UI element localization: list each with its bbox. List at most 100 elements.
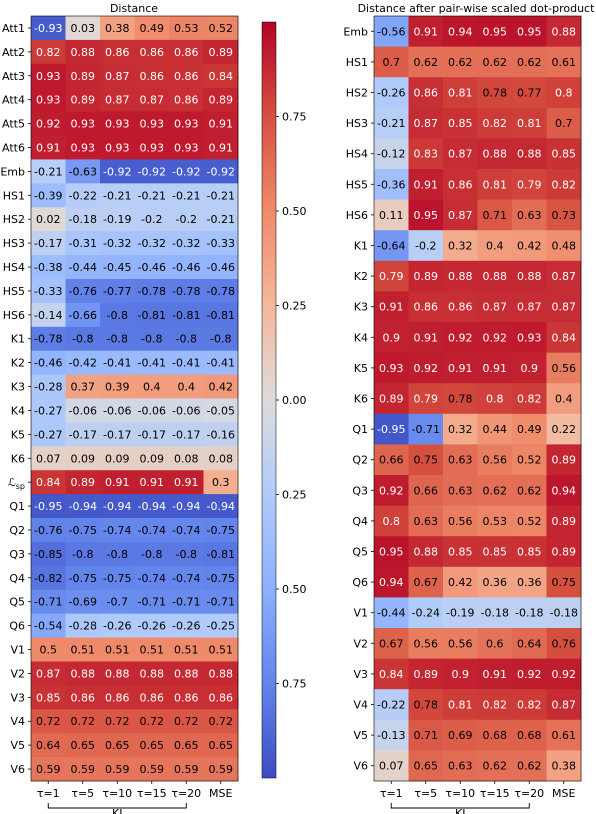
cell-label: 0.59: [209, 763, 234, 776]
heatmap-cell: [100, 302, 135, 328]
cell-label: -0.81: [172, 309, 200, 322]
cell-label: -0.21: [138, 189, 166, 202]
cell-label: 0.92: [379, 484, 404, 497]
cell-label: -0.14: [34, 309, 62, 322]
cell-label: 0.88: [71, 46, 96, 59]
heatmap-cell: [203, 278, 239, 304]
cell-label: 0.87: [448, 148, 473, 161]
cell-label: 0.53: [174, 22, 199, 35]
heatmap-cell: [100, 278, 135, 304]
cell-label: -0.2: [415, 240, 436, 253]
cell-label: 0.51: [71, 644, 96, 657]
heatmap-cell: [134, 111, 170, 136]
row-label: HS6: [3, 309, 25, 322]
heatmap-cell: [408, 46, 444, 78]
colorbar-frame: [261, 21, 277, 779]
cell-label: 0.8: [486, 393, 504, 406]
heatmap-cell: [408, 536, 444, 568]
row-label: Q4: [9, 572, 25, 585]
cell-label: -0.36: [377, 178, 405, 191]
heatmap-cell: [408, 352, 444, 384]
heatmap-cell: [408, 750, 444, 782]
heatmap-cell: [546, 230, 582, 262]
heatmap-cell: [65, 87, 101, 113]
cell-label: -0.42: [69, 357, 97, 370]
row-label: HS2: [346, 87, 368, 100]
cell-label: -0.75: [207, 524, 235, 537]
cell-label: 0.08: [174, 452, 199, 465]
row-label: HS4: [346, 148, 368, 161]
cell-label: 0.56: [483, 454, 508, 467]
cell-label: 0.91: [379, 301, 404, 314]
cell-label: 0.81: [448, 699, 473, 712]
cell-label: 0.89: [71, 476, 96, 489]
heatmap-cell: [65, 709, 101, 734]
row-label: V3: [10, 691, 25, 704]
cell-label: -0.26: [103, 620, 131, 633]
heatmap-cell: [443, 505, 478, 537]
heatmap-cell: [100, 709, 135, 734]
heatmap-cell: [512, 750, 547, 782]
chart-title: Distance: [110, 2, 158, 15]
cell-label: 0.93: [105, 141, 130, 154]
cell-label: 0.82: [517, 393, 542, 406]
heatmap-cell: [374, 169, 409, 200]
cell-label: -0.66: [69, 309, 97, 322]
ki-bracket: [47, 803, 187, 809]
heatmap-cell: [169, 16, 204, 41]
heatmap-cell: [134, 637, 170, 662]
heatmap-cell: [374, 46, 409, 78]
cell-label: 0.79: [517, 178, 542, 191]
cell-label: -0.94: [207, 500, 235, 513]
cell-label: 0.3: [212, 476, 230, 489]
cell-label: 0.87: [105, 70, 130, 83]
heatmap-cell: [169, 757, 204, 782]
heatmap-cell: [100, 470, 135, 495]
heatmap-cell: [443, 199, 478, 231]
heatmap-cell: [100, 63, 135, 89]
heatmap-cell: [31, 637, 66, 662]
cell-label: 0.92: [483, 331, 508, 344]
heatmap-cell: [408, 383, 444, 415]
heatmap-cell: [374, 199, 409, 231]
cell-label: 0.93: [36, 94, 61, 107]
cell-label: 0.88: [448, 270, 473, 283]
heatmap-cell: [65, 111, 101, 136]
heatmap-cell: [65, 685, 101, 710]
cell-label: 0.89: [552, 515, 577, 528]
cell-label: -0.26: [138, 620, 166, 633]
cell-label: 0.93: [174, 118, 199, 131]
heatmap-cell: [203, 565, 239, 591]
cell-label: -0.46: [172, 261, 200, 274]
heatmap-cell: [546, 750, 582, 782]
row-label: Att1: [2, 22, 25, 35]
cell-label: -0.17: [103, 428, 131, 441]
cell-label: -0.44: [69, 261, 97, 274]
heatmap-cell: [169, 494, 204, 519]
column-label: τ=1: [37, 787, 60, 800]
cell-label: 0.84: [379, 668, 404, 681]
heatmap-cell: [477, 352, 513, 384]
heatmap-cell: [31, 757, 66, 782]
cell-label: 0.52: [209, 22, 234, 35]
heatmap-cell: [512, 566, 547, 598]
heatmap-cell: [134, 446, 170, 471]
heatmap-cell: [512, 444, 547, 476]
cell-label: 0.59: [105, 763, 130, 776]
cell-label: -0.38: [34, 261, 62, 274]
heatmap-cell: [546, 658, 582, 690]
cell-label: 0.71: [483, 209, 508, 222]
cell-label: 0.94: [379, 576, 404, 589]
cell-label: -0.13: [377, 729, 405, 742]
heatmap-cell: [374, 689, 409, 721]
cell-label: 0.02: [36, 213, 61, 226]
cell-label: 0.87: [552, 270, 577, 283]
cell-label: 0.81: [483, 178, 508, 191]
heatmap-cell: [374, 505, 409, 537]
heatmap-cell: [100, 685, 135, 710]
heatmap-cell: [203, 661, 239, 686]
column-label: τ=15: [480, 787, 510, 800]
cell-label: 0.49: [140, 22, 165, 35]
heatmap-cell: [443, 77, 478, 109]
cell-label: 0.82: [36, 46, 61, 59]
